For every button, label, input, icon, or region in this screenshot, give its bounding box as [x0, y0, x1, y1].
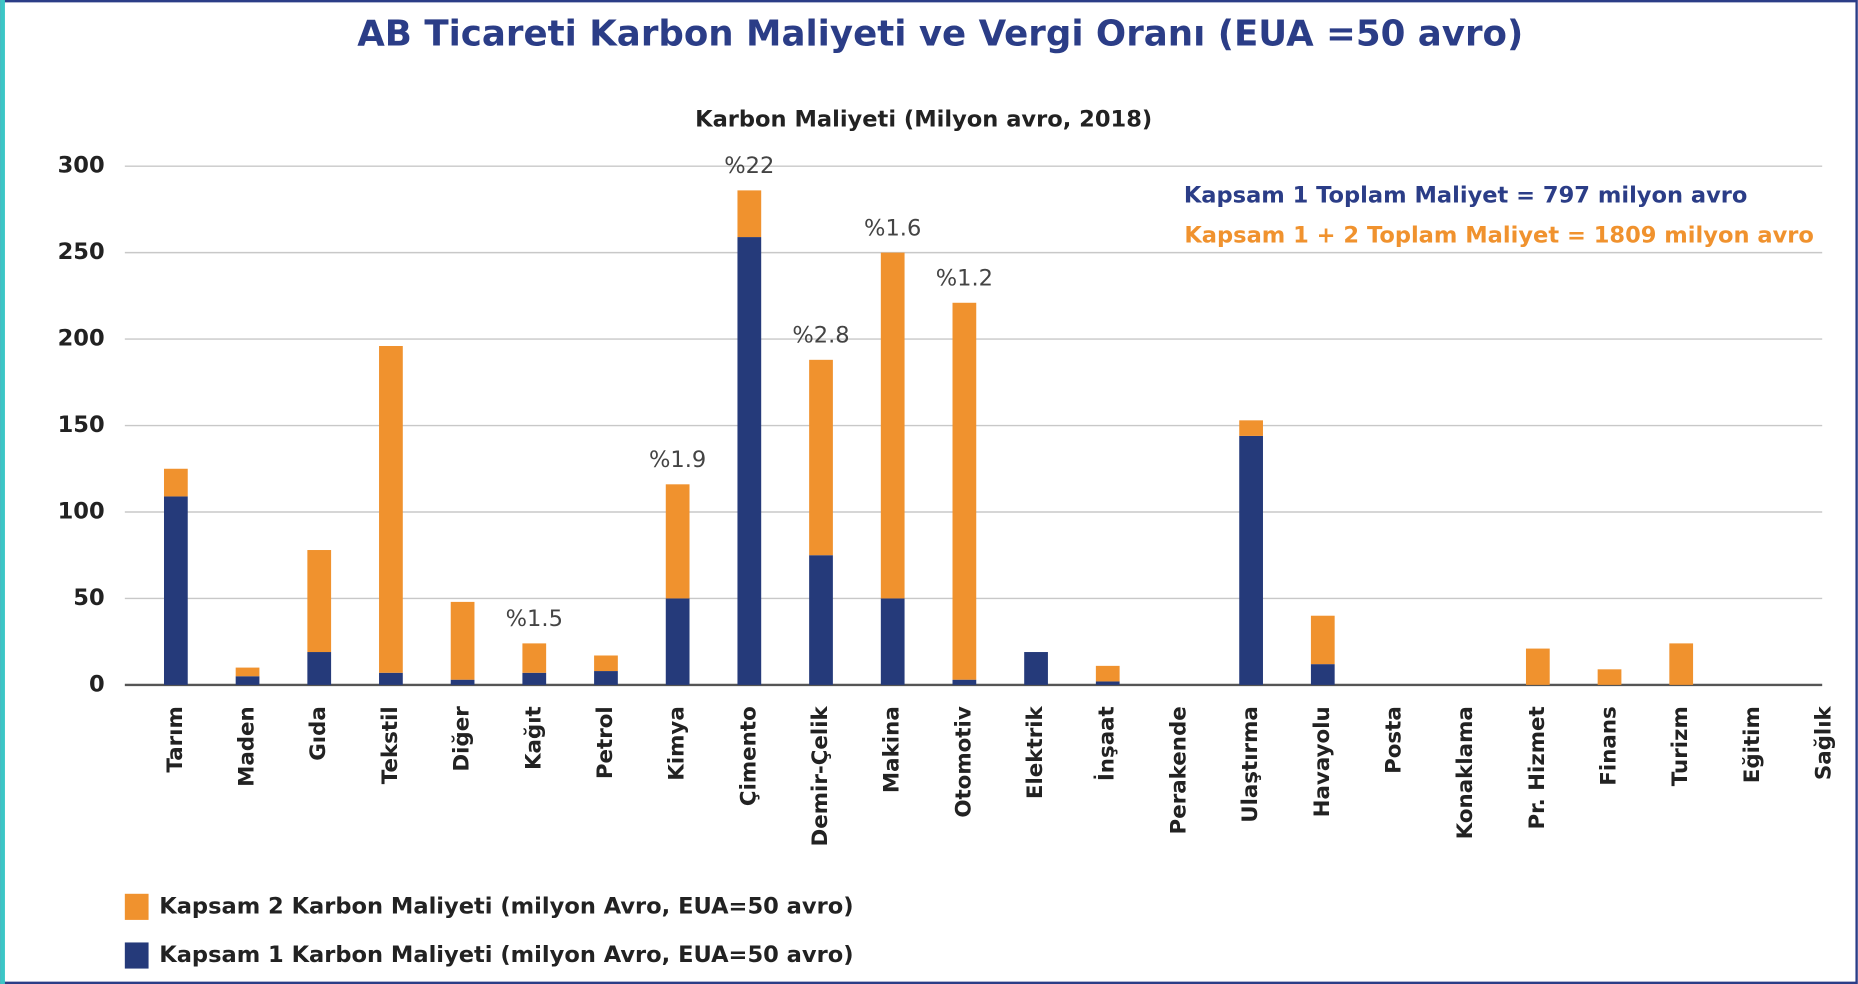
bar-segment — [450, 601, 475, 680]
chart-title: AB Ticareti Karbon Maliyeti ve Vergi Ora… — [357, 14, 1523, 55]
x-tick-label: Demir-Çelik — [808, 705, 833, 846]
bar-segment — [450, 679, 475, 685]
bar-segment — [1310, 615, 1335, 665]
legend-label: Kapsam 1 Karbon Maliyeti (milyon Avro, E… — [159, 942, 853, 968]
x-tick-label: Çimento — [736, 706, 761, 806]
bar-segment — [665, 484, 690, 599]
annotation: Kapsam 1 Toplam Maliyet = 797 milyon avr… — [1184, 182, 1748, 208]
x-tick-label: Kağıt — [521, 706, 546, 770]
y-tick-label: 150 — [58, 412, 105, 438]
bar-segment — [880, 252, 905, 599]
x-tick-label: Turizm — [1668, 706, 1693, 786]
x-tick-label: Elektrik — [1023, 705, 1048, 799]
x-tick-label: Finans — [1597, 706, 1622, 785]
bar-segment — [1239, 420, 1263, 436]
legend-label: Kapsam 2 Karbon Maliyeti (milyon Avro, E… — [159, 893, 853, 919]
bar-segment — [809, 555, 833, 685]
bar-segment — [379, 672, 403, 685]
chart-subtitle: Karbon Maliyeti (Milyon avro, 2018) — [695, 106, 1152, 132]
bar-segment — [163, 468, 188, 497]
bar-segment — [737, 237, 762, 685]
x-tick-label: Kimya — [665, 706, 690, 780]
legend-swatch — [124, 942, 149, 969]
bar-segment — [952, 302, 977, 680]
bar-segment — [737, 190, 762, 238]
bar-segment — [1095, 665, 1120, 682]
bar-segment — [522, 672, 547, 685]
rate-label: %1.5 — [506, 606, 563, 632]
y-tick-label: 100 — [58, 498, 105, 524]
bar-segment — [307, 652, 332, 685]
rate-label: %22 — [724, 153, 774, 179]
y-tick-label: 50 — [73, 585, 104, 611]
bar-segment — [1597, 669, 1622, 685]
x-tick-label: Diğer — [450, 706, 475, 772]
bar-segment — [665, 598, 690, 685]
bar-segment — [1310, 664, 1335, 685]
rate-label: %1.2 — [936, 266, 993, 292]
x-tick-label: Pr. Hizmet — [1525, 706, 1550, 829]
x-tick-label: Makina — [880, 706, 905, 793]
bar-segment — [1024, 652, 1048, 685]
x-tick-label: Eğitim — [1740, 706, 1765, 783]
bar-segment — [1669, 643, 1694, 685]
bar-segment — [594, 655, 618, 672]
x-tick-label: Perakende — [1166, 706, 1191, 834]
x-tick-label: Otomotiv — [951, 706, 976, 818]
x-tick-label: Sağlık — [1812, 705, 1837, 780]
rate-label: %2.8 — [792, 323, 849, 349]
bar-segment — [307, 550, 332, 653]
bar-segment — [522, 643, 547, 673]
bar-segment — [880, 598, 905, 685]
x-tick-label: Gıda — [306, 706, 331, 761]
bar-segment — [1095, 681, 1120, 685]
x-tick-label: Posta — [1381, 706, 1406, 774]
bar-segment — [952, 679, 977, 685]
y-tick-label: 250 — [58, 239, 105, 265]
y-tick-label: 200 — [58, 326, 105, 352]
bar-segment — [1239, 435, 1263, 685]
x-tick-label: Konaklama — [1453, 706, 1478, 839]
bar-segment — [809, 359, 833, 556]
bar-segment — [594, 671, 618, 685]
x-tick-label: İnşaat — [1094, 706, 1120, 781]
rate-label: %1.6 — [864, 215, 921, 241]
x-tick-label: Ulaştırma — [1238, 706, 1263, 823]
y-tick-label: 300 — [58, 153, 105, 179]
edge — [0, 0, 5, 984]
annotation: Kapsam 1 + 2 Toplam Maliyet = 1809 milyo… — [1184, 223, 1814, 249]
x-tick-label: Tarım — [163, 706, 188, 772]
bar-segment — [163, 496, 188, 685]
bar-segment — [235, 676, 260, 685]
x-tick-label: Maden — [235, 706, 260, 787]
x-tick-label: Tekstil — [378, 706, 403, 784]
legend-swatch — [124, 893, 149, 920]
bar-segment — [379, 345, 403, 673]
x-tick-label: Havayolu — [1310, 706, 1335, 817]
bar-segment — [1525, 648, 1550, 685]
bar-segment — [235, 667, 260, 677]
y-tick-label: 0 — [89, 671, 105, 697]
x-tick-label: Petrol — [593, 706, 618, 779]
rate-label: %1.9 — [649, 447, 706, 473]
